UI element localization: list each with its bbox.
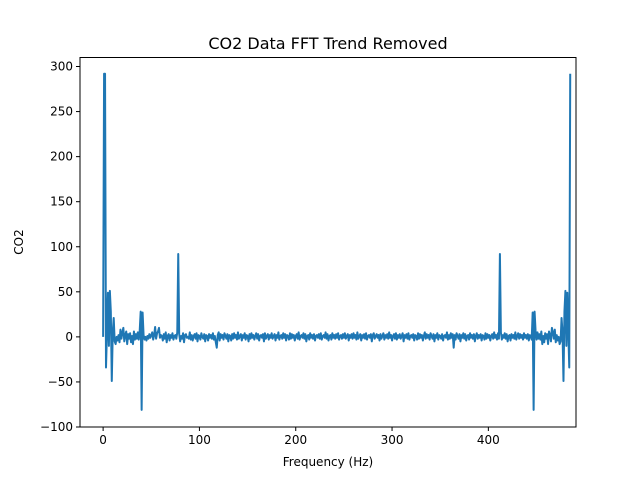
- x-tick-label: 400: [477, 433, 500, 447]
- plot-layer: [102, 72, 572, 411]
- y-tick-label: 300: [50, 60, 73, 74]
- y-tick-label: 250: [50, 105, 73, 119]
- x-tick-label: 100: [188, 433, 211, 447]
- ticks-layer: 0 100 200 300 400 −100 −50 0 50 100 150 200 250 300: [40, 60, 500, 447]
- y-tick-label: −100: [40, 420, 73, 434]
- x-axis-label: Frequency (Hz): [283, 455, 374, 469]
- y-tick-label: 0: [65, 330, 73, 344]
- y-tick-label: 100: [50, 240, 73, 254]
- y-tick-label: 50: [58, 285, 73, 299]
- x-tick-label: 200: [284, 433, 307, 447]
- x-tick-label: 0: [99, 433, 107, 447]
- series-line-0: [102, 72, 572, 411]
- y-tick-label: 150: [50, 195, 73, 209]
- plot-frame: [79, 57, 577, 428]
- chart-title: CO2 Data FFT Trend Removed: [208, 34, 447, 53]
- y-tick-label: 200: [50, 150, 73, 164]
- y-axis-label: CO2: [12, 229, 26, 254]
- y-tick-label: −50: [48, 375, 73, 389]
- x-tick-label: 300: [381, 433, 404, 447]
